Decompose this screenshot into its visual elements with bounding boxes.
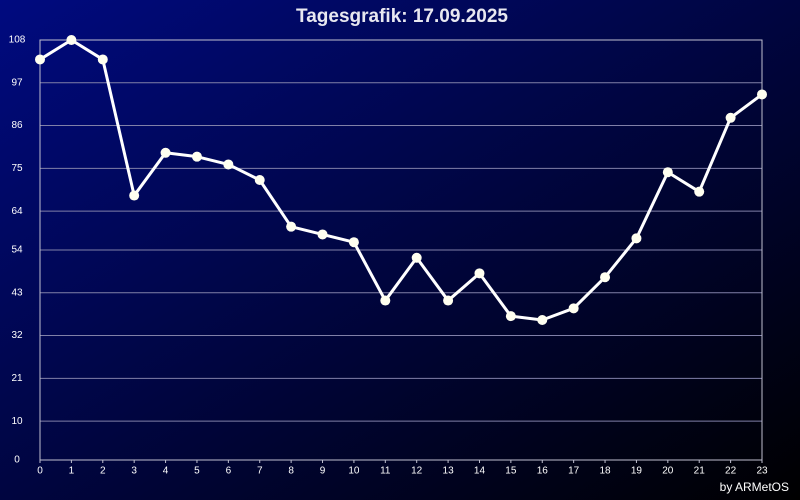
x-tick-label: 20 bbox=[662, 466, 674, 477]
credit: by ARMetOS bbox=[720, 480, 789, 494]
y-tick-label: 21 bbox=[11, 373, 23, 384]
x-tick-label: 10 bbox=[348, 466, 360, 477]
x-tick-label: 4 bbox=[163, 466, 169, 477]
y-tick-label: 75 bbox=[11, 163, 23, 174]
marker bbox=[631, 233, 642, 244]
line bbox=[39, 38, 763, 322]
x-tick-label: 8 bbox=[288, 466, 294, 477]
marker bbox=[97, 54, 108, 65]
marker bbox=[474, 268, 485, 279]
marker bbox=[411, 252, 422, 263]
x-tick-label: 17 bbox=[568, 466, 580, 477]
x-tick-label: 14 bbox=[474, 466, 486, 477]
marker bbox=[348, 237, 359, 248]
marker bbox=[505, 311, 516, 322]
x-tick-label: 3 bbox=[131, 466, 137, 477]
x-tick-label: 6 bbox=[226, 466, 232, 477]
x-tick-label: 21 bbox=[694, 466, 706, 477]
y-tick-label: 86 bbox=[11, 120, 23, 131]
y-tick-label: 10 bbox=[11, 416, 23, 427]
y-tick-label: 0 bbox=[14, 455, 20, 466]
x-tick-label: 22 bbox=[725, 466, 737, 477]
y-tick-label: 32 bbox=[11, 330, 23, 341]
x-tick-label: 11 bbox=[380, 466, 391, 477]
y-tick-label: 54 bbox=[11, 245, 23, 256]
x-tick-label: 2 bbox=[100, 466, 106, 477]
x-tick-label: 18 bbox=[599, 466, 611, 477]
y-tick-label: 43 bbox=[11, 287, 23, 298]
marker bbox=[725, 112, 736, 123]
marker bbox=[286, 221, 297, 232]
marker bbox=[443, 295, 454, 306]
marker bbox=[694, 186, 705, 197]
marker bbox=[223, 159, 234, 170]
x-tick-label: 0 bbox=[37, 466, 43, 477]
x-tick-label: 9 bbox=[320, 466, 326, 477]
x-tick-label: 15 bbox=[505, 466, 517, 477]
marker bbox=[757, 89, 767, 100]
y-tick-label: 97 bbox=[11, 77, 23, 88]
x-tick-label: 19 bbox=[631, 466, 643, 477]
marker bbox=[35, 54, 45, 65]
y-tick-label: 108 bbox=[9, 35, 26, 46]
chart-title: Tagesgrafik: 17.09.2025 bbox=[296, 6, 508, 27]
x-tick-label: 12 bbox=[411, 466, 423, 477]
x-tick-label: 5 bbox=[194, 466, 200, 477]
marker bbox=[129, 190, 140, 201]
marker bbox=[317, 229, 328, 240]
marker bbox=[568, 303, 579, 314]
x-tick-label: 1 bbox=[69, 466, 75, 477]
marker bbox=[380, 295, 391, 306]
x-tick-label: 13 bbox=[443, 466, 455, 477]
x-tick-label: 23 bbox=[756, 466, 768, 477]
x-tick-label: 16 bbox=[537, 466, 549, 477]
marker bbox=[662, 167, 673, 178]
marker bbox=[66, 35, 77, 45]
plot-frame bbox=[39, 39, 763, 461]
y-tick-label: 64 bbox=[11, 206, 23, 217]
marker bbox=[191, 151, 202, 162]
marker bbox=[160, 147, 171, 158]
marker bbox=[537, 315, 548, 325]
x-tick-label: 7 bbox=[257, 466, 263, 477]
marker bbox=[600, 272, 611, 283]
marker bbox=[254, 175, 265, 185]
